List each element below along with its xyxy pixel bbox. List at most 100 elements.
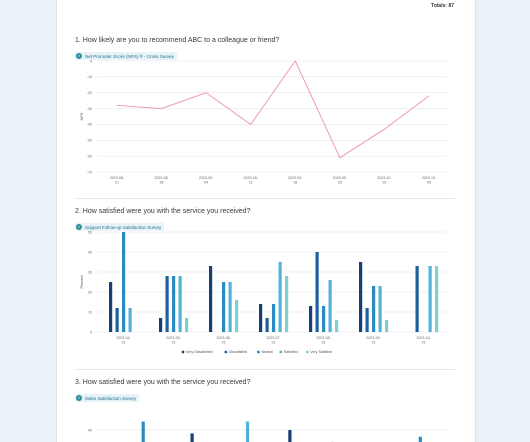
bar-very-satisfied — [185, 318, 189, 332]
y-tick-label: -60 — [87, 154, 92, 158]
bar-satisfied — [278, 262, 282, 332]
y-tick-label: 40 — [88, 250, 92, 254]
bar-satisfied — [378, 286, 382, 332]
x-tick-label: 2023-09- — [366, 336, 381, 340]
x-tick-label: 01 — [222, 341, 226, 345]
y-tick-label: -30 — [87, 107, 92, 111]
y-tick-label: 50 — [88, 230, 92, 234]
bar — [418, 436, 422, 442]
nps-data-point — [250, 124, 252, 125]
x-tick-label: 2023-10- — [422, 176, 437, 180]
totals-summary: Totals: 87 — [57, 3, 454, 9]
bar-satisfied — [328, 280, 332, 332]
y-tick-label: -10 — [87, 75, 92, 79]
bar-neutral — [372, 286, 376, 332]
bar-neutral — [272, 304, 276, 332]
x-tick-label: 2023-04- — [116, 336, 131, 340]
question-2-survey-chip[interactable]: ≡ Support Follow-up Satisfaction Survey — [75, 223, 165, 231]
x-tick-label: 11 — [249, 181, 253, 185]
legend-label: Very Satisfied — [310, 350, 332, 354]
x-tick-label: 01 — [372, 341, 376, 345]
x-tick-label: 21 — [115, 181, 119, 185]
x-tick-label: 2023-09- — [333, 176, 348, 180]
nps-data-point — [116, 105, 118, 106]
x-tick-label: 2023-07- — [266, 336, 281, 340]
legend-label: Dissatisfied — [229, 350, 247, 354]
report-page: Totals: 87 1. How likely are you to reco… — [56, 0, 476, 442]
bar-very-satisfied — [435, 266, 439, 332]
nps-data-point — [161, 108, 162, 109]
bar-satisfied — [228, 282, 232, 332]
section-divider — [75, 369, 455, 370]
y-tick-label: 40 — [88, 428, 92, 432]
bar-dissatisfied — [415, 266, 419, 332]
x-tick-label: 04 — [204, 181, 208, 185]
x-tick-label: 01 — [122, 341, 126, 345]
x-tick-label: 2023-08- — [316, 336, 331, 340]
bar-very-dissatisfied — [209, 266, 213, 332]
bar-very-satisfied — [235, 300, 239, 332]
bar-very-dissatisfied — [309, 306, 313, 332]
sales-satisfaction-bar-chart: 40 — [88, 421, 447, 442]
bar-neutral — [172, 276, 176, 332]
y-tick-label: -40 — [87, 123, 92, 127]
bar-neutral — [322, 306, 326, 332]
bar — [190, 433, 194, 442]
bar-dissatisfied — [115, 308, 119, 332]
legend-label: Neutral — [261, 350, 273, 354]
nps-data-point — [384, 128, 385, 130]
y-tick-label: -70 — [87, 170, 92, 174]
x-tick-label: 18 — [293, 181, 297, 185]
question-1-section: 1. How likely are you to recommend ABC t… — [75, 37, 455, 62]
bar-very-satisfied — [335, 320, 339, 332]
x-tick-label: 2023-09- — [199, 176, 214, 180]
x-tick-label: 01 — [272, 341, 276, 345]
question-3-survey-chip[interactable]: ≡ Sales Satisfaction Survey — [75, 394, 140, 402]
question-3-section: 3. How satisfied were you with the servi… — [75, 379, 455, 404]
legend-swatch — [279, 350, 283, 354]
y-tick-label: 0 — [90, 59, 92, 63]
question-2-survey-label: Support Follow-up Satisfaction Survey — [85, 224, 162, 230]
x-tick-label: 2023-10- — [377, 176, 392, 180]
y-tick-label: 20 — [88, 290, 92, 294]
bar-satisfied — [178, 276, 182, 332]
bar-satisfied — [428, 266, 432, 332]
x-tick-label: 01 — [422, 341, 426, 345]
bar — [141, 421, 145, 442]
nps-data-point — [205, 92, 207, 94]
y-tick-label: 0 — [90, 330, 92, 334]
nps-data-point — [428, 95, 430, 97]
bar-very-dissatisfied — [359, 262, 363, 332]
nps-series-line — [116, 60, 430, 159]
question-1-title: 1. How likely are you to recommend ABC t… — [75, 37, 280, 44]
x-tick-label: 09 — [427, 181, 431, 185]
question-2-title: 2. How satisfied were you with the servi… — [75, 208, 251, 215]
x-tick-label: 2023-10- — [416, 336, 431, 340]
satisfaction-bar-chart: 01020304050Percent2023-04-012023-05-0120… — [80, 230, 447, 354]
y-axis-label: Percent — [80, 275, 84, 289]
x-tick-label: 2023-09- — [288, 176, 303, 180]
bar-dissatisfied — [165, 276, 169, 332]
legend-swatch — [224, 350, 228, 354]
x-tick-label: 02 — [382, 181, 386, 185]
x-tick-label: 2023-05- — [166, 336, 181, 340]
y-axis-label: NPS — [80, 112, 84, 120]
bar — [245, 421, 250, 442]
survey-icon: ≡ — [76, 53, 82, 59]
bar-neutral — [222, 282, 226, 332]
x-tick-label: 28 — [160, 181, 164, 185]
bar-very-satisfied — [285, 276, 289, 332]
bar-dissatisfied — [365, 308, 369, 332]
bar-dissatisfied — [265, 318, 269, 332]
y-tick-label: 10 — [88, 310, 92, 314]
legend-label: Very Dissatisfied — [186, 350, 213, 354]
bar-satisfied — [128, 308, 132, 332]
x-tick-label: 2023-08- — [110, 176, 125, 180]
x-tick-label: 01 — [322, 341, 326, 345]
question-3-title: 3. How satisfied were you with the servi… — [75, 379, 251, 386]
question-1-survey-chip[interactable]: ≡ Net Promoter Score (NPS) ® - Cross Sur… — [75, 52, 177, 60]
legend-label: Satisfied — [284, 350, 298, 354]
question-2-section: 2. How satisfied were you with the servi… — [75, 208, 455, 233]
y-tick-label: -20 — [87, 91, 92, 95]
bar-very-dissatisfied — [159, 318, 163, 332]
